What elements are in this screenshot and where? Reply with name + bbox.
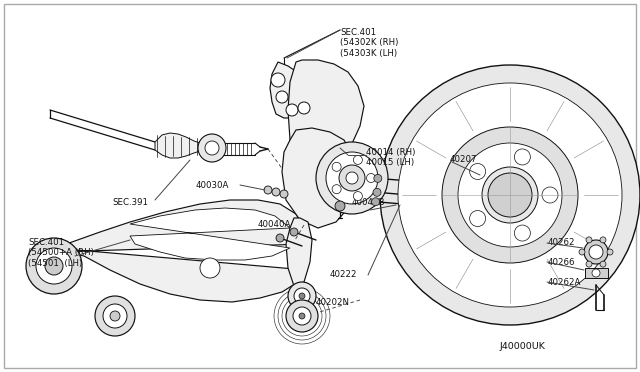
Circle shape bbox=[286, 104, 298, 116]
Text: 40040B: 40040B bbox=[352, 198, 385, 207]
Text: SEC.401
(54302K (RH)
(54303K (LH): SEC.401 (54302K (RH) (54303K (LH) bbox=[340, 28, 398, 58]
Circle shape bbox=[372, 198, 380, 206]
Text: 40040A: 40040A bbox=[258, 220, 291, 229]
Circle shape bbox=[600, 261, 606, 267]
Polygon shape bbox=[155, 133, 208, 158]
Text: SEC.401
(54500+A (RH)
(54501  (LH): SEC.401 (54500+A (RH) (54501 (LH) bbox=[28, 238, 94, 268]
Circle shape bbox=[586, 237, 592, 243]
Circle shape bbox=[280, 190, 288, 198]
Polygon shape bbox=[288, 60, 364, 172]
Circle shape bbox=[26, 238, 82, 294]
Circle shape bbox=[335, 201, 345, 211]
Text: 40030A: 40030A bbox=[196, 180, 229, 189]
Circle shape bbox=[198, 134, 226, 162]
Polygon shape bbox=[286, 218, 312, 286]
Circle shape bbox=[45, 257, 63, 275]
Circle shape bbox=[276, 91, 288, 103]
Circle shape bbox=[586, 261, 592, 267]
Text: 40262A: 40262A bbox=[548, 278, 581, 287]
Circle shape bbox=[294, 288, 310, 304]
Polygon shape bbox=[585, 268, 608, 278]
Text: 40266: 40266 bbox=[548, 258, 575, 267]
Polygon shape bbox=[282, 128, 356, 228]
Circle shape bbox=[346, 172, 358, 184]
Text: 40202N: 40202N bbox=[316, 298, 350, 307]
Circle shape bbox=[288, 282, 316, 310]
Circle shape bbox=[200, 258, 220, 278]
Circle shape bbox=[515, 149, 531, 165]
Circle shape bbox=[95, 296, 135, 336]
Circle shape bbox=[264, 186, 272, 194]
Circle shape bbox=[589, 245, 603, 259]
Circle shape bbox=[316, 142, 388, 214]
Circle shape bbox=[205, 141, 219, 155]
Circle shape bbox=[367, 173, 376, 183]
Text: 40207: 40207 bbox=[450, 155, 477, 164]
Circle shape bbox=[373, 188, 381, 196]
Circle shape bbox=[600, 237, 606, 243]
Circle shape bbox=[286, 300, 318, 332]
Circle shape bbox=[332, 185, 341, 194]
Text: 40262: 40262 bbox=[548, 238, 575, 247]
Circle shape bbox=[488, 173, 532, 217]
Text: J40000UK: J40000UK bbox=[500, 342, 546, 351]
Circle shape bbox=[398, 83, 622, 307]
Polygon shape bbox=[54, 200, 306, 302]
Circle shape bbox=[374, 174, 382, 182]
Circle shape bbox=[607, 249, 613, 255]
Circle shape bbox=[515, 225, 531, 241]
Circle shape bbox=[339, 165, 365, 191]
Circle shape bbox=[293, 307, 311, 325]
Circle shape bbox=[299, 293, 305, 299]
Circle shape bbox=[290, 228, 298, 236]
Text: 40222: 40222 bbox=[330, 270, 358, 279]
Circle shape bbox=[298, 102, 310, 114]
Circle shape bbox=[326, 152, 378, 204]
Text: SEC.391: SEC.391 bbox=[112, 198, 148, 207]
Circle shape bbox=[353, 155, 362, 164]
Circle shape bbox=[482, 167, 538, 223]
Circle shape bbox=[276, 234, 284, 242]
Circle shape bbox=[299, 313, 305, 319]
Circle shape bbox=[353, 192, 362, 201]
Text: 40014 (RH)
40015 (LH): 40014 (RH) 40015 (LH) bbox=[366, 148, 415, 167]
Circle shape bbox=[332, 162, 341, 171]
Circle shape bbox=[271, 73, 285, 87]
Circle shape bbox=[458, 143, 562, 247]
Polygon shape bbox=[270, 62, 322, 118]
Circle shape bbox=[584, 240, 608, 264]
Circle shape bbox=[36, 248, 72, 284]
Circle shape bbox=[579, 249, 585, 255]
Polygon shape bbox=[130, 208, 290, 260]
Circle shape bbox=[110, 311, 120, 321]
Circle shape bbox=[442, 127, 578, 263]
Circle shape bbox=[103, 304, 127, 328]
FancyBboxPatch shape bbox=[4, 4, 636, 368]
Circle shape bbox=[380, 65, 640, 325]
Circle shape bbox=[272, 188, 280, 196]
Circle shape bbox=[494, 179, 526, 211]
Circle shape bbox=[592, 269, 600, 277]
Circle shape bbox=[470, 163, 486, 179]
Circle shape bbox=[470, 211, 486, 227]
Circle shape bbox=[542, 187, 558, 203]
